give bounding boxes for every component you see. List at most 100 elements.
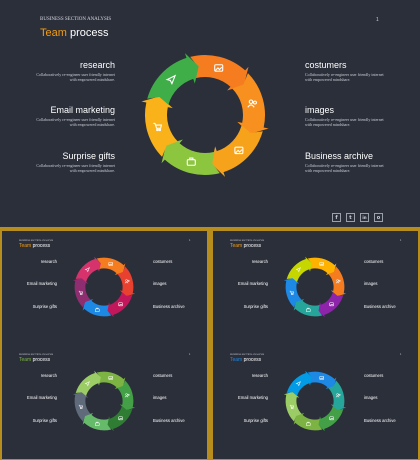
send-icon <box>165 74 177 85</box>
thumbnail-slide-2[interactable]: BUSINESS SECTION ANALYSIS Team process 1… <box>213 231 418 345</box>
send-icon <box>295 267 301 273</box>
item-email-marketing: Email marketing Collaboratively re-engin… <box>36 105 115 127</box>
item-research: research <box>252 259 268 264</box>
item-title: Business archive <box>153 418 185 423</box>
item-business-archive: Business archive <box>153 418 185 423</box>
linkedin-icon[interactable]: in <box>360 213 369 222</box>
briefcase-icon <box>95 307 100 312</box>
item-title: Surprise gifts <box>62 151 115 161</box>
briefcase-icon <box>306 307 311 312</box>
title-rest: process <box>32 357 51 363</box>
item-surprise-gifts: Surprise gifts Collaboratively re-engine… <box>36 151 115 173</box>
item-images: images <box>153 281 167 286</box>
image-icon <box>214 64 224 72</box>
title-rest: process <box>32 243 51 249</box>
cart-icon <box>289 404 294 409</box>
item-images: images <box>153 395 167 400</box>
item-business-archive: Business archive <box>153 304 185 309</box>
title-rest: process <box>243 243 262 249</box>
briefcase-icon <box>186 157 196 166</box>
instagram-icon[interactable]: o <box>374 213 383 222</box>
photo-icon <box>118 416 123 421</box>
slide-overline: BUSINESS SECTION ANALYSIS <box>19 239 54 242</box>
briefcase-icon <box>306 421 311 426</box>
page-number: 1 <box>189 239 191 242</box>
cycle-arrow-segment <box>286 370 312 396</box>
cycle-arrow-segment <box>75 370 101 396</box>
item-title: images <box>153 395 167 400</box>
page-number: 1 <box>189 353 191 356</box>
send-icon <box>295 381 301 387</box>
users-icon <box>247 99 257 108</box>
cycle-arrow-segment <box>82 299 112 317</box>
cycle-arrow-segment <box>161 139 220 175</box>
item-title: Business archive <box>153 304 185 309</box>
item-title: Email marketing <box>50 105 115 115</box>
photo-icon <box>234 146 244 155</box>
item-title: research <box>251 373 268 378</box>
item-research: research <box>252 373 268 378</box>
item-desc: Collaboratively re-engineer user friendl… <box>36 163 115 168</box>
item-surprise-gifts: Surprise gifts <box>244 304 268 309</box>
item-desc: Collaboratively re-engineer user friendl… <box>36 117 115 122</box>
cycle-arrow-segment <box>190 54 249 91</box>
cycle-arrow-segment <box>286 256 312 282</box>
photo-icon <box>329 416 334 421</box>
process-cycle <box>283 370 347 432</box>
item-title: Email marketing <box>26 281 57 286</box>
item-title: costumers <box>305 60 347 70</box>
cycle-arrow-segment <box>283 277 302 308</box>
item-business-archive: Business archive <box>364 418 396 423</box>
photo-icon <box>329 302 334 307</box>
item-title: Email marketing <box>237 395 268 400</box>
facebook-icon[interactable]: f <box>332 213 341 222</box>
thumbnail-slide-1[interactable]: BUSINESS SECTION ANALYSIS Team process 1… <box>2 231 207 345</box>
item-desc: Collaboratively re-engineer user friendl… <box>305 117 384 122</box>
cart-icon <box>153 122 163 132</box>
item-title: Surprise gifts <box>243 304 268 309</box>
item-images: images <box>364 281 378 286</box>
item-costumers: costumers <box>364 259 383 264</box>
cycle-arrow-segment <box>72 391 91 422</box>
thumbnail-slide-3[interactable]: BUSINESS SECTION ANALYSIS Team process 1… <box>2 345 207 459</box>
slide-overline: BUSINESS SECTION ANALYSIS <box>19 353 54 356</box>
item-title: images <box>364 281 378 286</box>
item-title: Business archive <box>364 418 396 423</box>
main-slide[interactable]: BUSINESS SECTION ANALYSIS Team process 1… <box>0 0 420 227</box>
item-desc: Collaboratively re-engineer user friendl… <box>305 72 384 77</box>
item-research: research <box>41 373 57 378</box>
cycle-arrow-segment <box>307 371 337 389</box>
cycle-arrow-segment <box>147 53 199 105</box>
item-title: Surprise gifts <box>243 418 268 423</box>
cycle-arrow-segment <box>141 96 178 157</box>
item-desc: Collaboratively re-engineer user friendl… <box>36 72 115 77</box>
item-email-marketing: Email marketing <box>238 281 268 286</box>
item-title: Email marketing <box>237 281 268 286</box>
social-links: f t in o <box>332 213 383 222</box>
thumbnail-slide-4[interactable]: BUSINESS SECTION ANALYSIS Team process 1… <box>213 345 418 459</box>
item-email-marketing: Email marketing <box>27 281 57 286</box>
cycle-arrow-segment <box>82 413 112 431</box>
item-desc: with empowered mindshare. <box>69 122 115 127</box>
process-cycle <box>72 370 136 432</box>
item-surprise-gifts: Surprise gifts <box>33 304 57 309</box>
page-number: 1 <box>376 17 379 23</box>
item-title: costumers <box>364 259 384 264</box>
item-title: Business archive <box>305 151 374 161</box>
item-desc: with empowered mindshare. <box>305 77 351 82</box>
item-title: costumers <box>153 259 173 264</box>
twitter-icon[interactable]: t <box>346 213 355 222</box>
item-costumers: costumers <box>153 373 172 378</box>
item-title: images <box>305 105 335 115</box>
title-rest: process <box>69 27 109 39</box>
title-accent: Team <box>19 357 32 363</box>
cycle-arrow-segment <box>293 299 323 317</box>
item-desc: with empowered mindshare. <box>69 168 115 173</box>
item-title: Surprise gifts <box>32 304 57 309</box>
item-title: costumers <box>364 373 384 378</box>
item-desc: Collaboratively re-engineer user friendl… <box>305 163 384 168</box>
item-costumers: costumers <box>153 259 172 264</box>
photo-icon <box>118 302 123 307</box>
page-number: 1 <box>400 239 402 242</box>
users-icon <box>335 393 341 398</box>
